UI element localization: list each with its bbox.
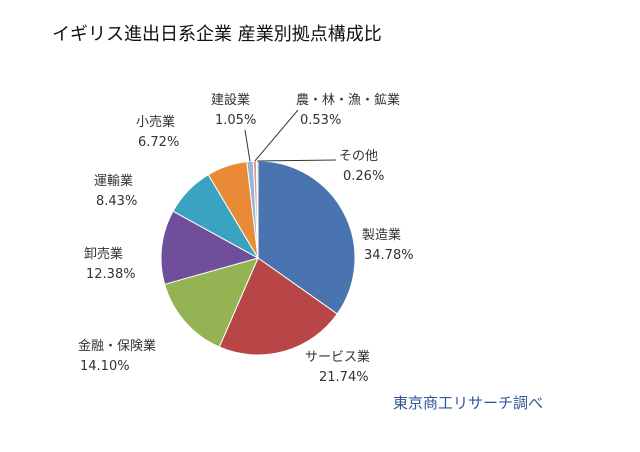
slice-label-value: 21.74% bbox=[319, 370, 369, 385]
slice-label-name: その他 bbox=[339, 149, 378, 164]
source-note: 東京商工リサーチ調べ bbox=[393, 394, 543, 412]
pie-slices bbox=[160, 160, 356, 356]
slice-label-value: 6.72% bbox=[138, 135, 179, 150]
leader-line bbox=[244, 129, 251, 162]
chart-title: イギリス進出日系企業 産業別拠点構成比 bbox=[52, 24, 382, 45]
slice-label-name: 農・林・漁・鉱業 bbox=[296, 92, 400, 108]
slice-label-name: 製造業 bbox=[362, 227, 401, 243]
leader-line bbox=[257, 159, 337, 162]
slice-label-value: 34.78% bbox=[364, 248, 414, 263]
slice-label-value: 1.05% bbox=[215, 113, 256, 128]
leader-line bbox=[254, 109, 299, 162]
slice-label-name: サービス業 bbox=[305, 349, 370, 365]
slice-label-value: 14.10% bbox=[80, 359, 130, 374]
slice-label-name: 卸売業 bbox=[84, 246, 123, 262]
pie-slice bbox=[218, 257, 338, 356]
slice-label-name: 運輸業 bbox=[94, 173, 133, 189]
slice-label-name: 小売業 bbox=[136, 114, 175, 130]
slice-label-value: 0.53% bbox=[300, 113, 341, 128]
pie-slice bbox=[164, 257, 259, 348]
slice-label-value: 0.26% bbox=[343, 169, 384, 184]
leader-lines bbox=[244, 109, 337, 162]
slice-labels: 製造業 34.78% サービス業 21.74% 金融・保険業 14.10% 卸売業 12.38… bbox=[78, 92, 414, 385]
slice-label-name: 金融・保険業 bbox=[78, 338, 156, 354]
slice-label-value: 12.38% bbox=[86, 267, 136, 282]
pie-slice bbox=[257, 160, 356, 315]
slice-label-name: 建設業 bbox=[211, 92, 250, 108]
slice-label-value: 8.43% bbox=[96, 194, 137, 209]
pie-slice bbox=[160, 210, 260, 285]
